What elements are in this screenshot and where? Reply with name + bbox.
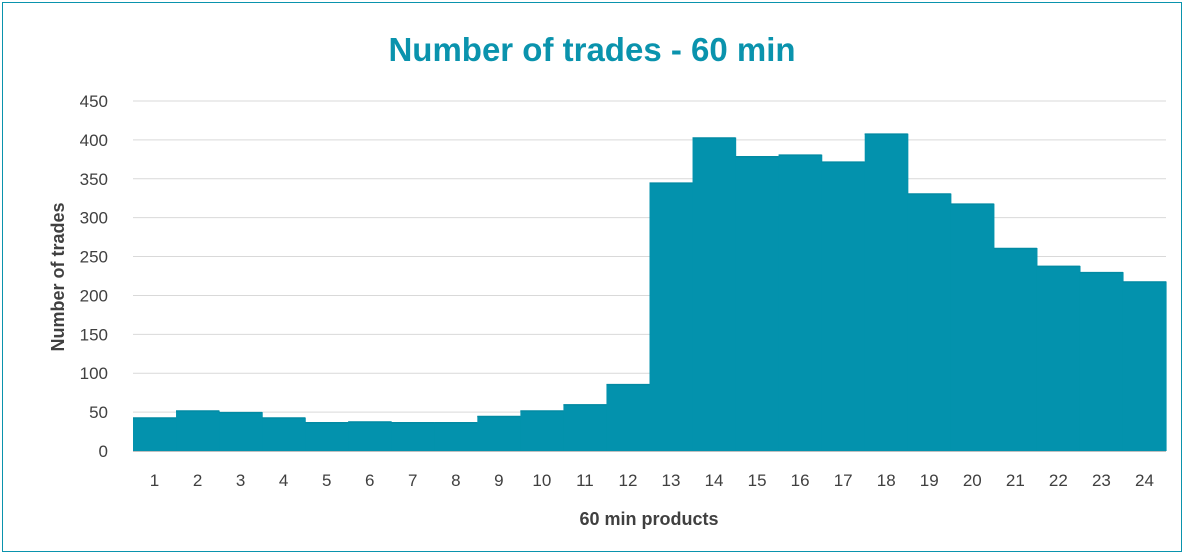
- bar-9: [477, 416, 521, 451]
- x-tick-label: 12: [619, 471, 638, 490]
- bar-19: [907, 193, 952, 452]
- bar-24: [1122, 281, 1167, 451]
- bar-8: [434, 422, 478, 451]
- x-tick-label: 1: [150, 471, 159, 490]
- bar-4: [262, 417, 306, 451]
- y-tick-label: 200: [80, 286, 108, 305]
- bar-18: [864, 133, 909, 451]
- bar-3: [219, 412, 263, 451]
- y-tick-label: 450: [80, 92, 108, 111]
- bar-1: [133, 417, 177, 451]
- x-tick-label: 15: [748, 471, 767, 490]
- bar-11: [563, 404, 608, 451]
- x-tick-label: 7: [408, 471, 417, 490]
- x-tick-label: 18: [877, 471, 896, 490]
- x-tick-label: 20: [963, 471, 982, 490]
- x-tick-label: 23: [1092, 471, 1111, 490]
- bar-20: [950, 203, 995, 451]
- bar-13: [649, 182, 694, 451]
- x-tick-label: 9: [494, 471, 503, 490]
- x-axis-title: 60 min products: [579, 509, 718, 529]
- y-tick-label: 50: [89, 403, 108, 422]
- bar-12: [606, 384, 651, 451]
- x-tick-label: 22: [1049, 471, 1068, 490]
- x-tick-label: 4: [279, 471, 288, 490]
- y-tick-label: 150: [80, 325, 108, 344]
- x-tick-label: 11: [576, 471, 594, 490]
- x-tick-label: 2: [193, 471, 202, 490]
- x-tick-label: 17: [834, 471, 853, 490]
- bar-5: [305, 422, 349, 451]
- y-axis-title: Number of trades: [48, 202, 68, 351]
- y-tick-label: 100: [80, 364, 108, 383]
- x-tick-label: 5: [322, 471, 331, 490]
- bar-6: [348, 421, 392, 451]
- y-tick-label: 400: [80, 131, 108, 150]
- y-tick-label: 250: [80, 248, 108, 267]
- bar-10: [520, 410, 565, 451]
- x-tick-label: 10: [532, 471, 551, 490]
- x-tick-label: 24: [1135, 471, 1154, 490]
- y-tick-label: 0: [99, 442, 108, 461]
- bar-2: [176, 410, 220, 451]
- bars: [133, 133, 1167, 452]
- y-tick-label: 300: [80, 209, 108, 228]
- chart-title: Number of trades - 60 min: [388, 31, 796, 68]
- bar-14: [692, 137, 737, 452]
- y-tick-label: 350: [80, 170, 108, 189]
- x-tick-label: 21: [1006, 471, 1025, 490]
- x-tick-label: 16: [791, 471, 810, 490]
- x-tick-label: 3: [236, 471, 245, 490]
- bar-15: [735, 156, 780, 451]
- x-tick-label: 13: [662, 471, 681, 490]
- x-tick-label: 19: [920, 471, 939, 490]
- bar-17: [821, 161, 866, 451]
- bar-22: [1036, 265, 1081, 451]
- bar-7: [391, 422, 435, 451]
- x-tick-label: 14: [705, 471, 724, 490]
- x-tick-label: 6: [365, 471, 374, 490]
- bar-16: [778, 154, 823, 451]
- bar-23: [1079, 272, 1124, 451]
- bar-21: [993, 248, 1038, 451]
- x-tick-label: 8: [451, 471, 460, 490]
